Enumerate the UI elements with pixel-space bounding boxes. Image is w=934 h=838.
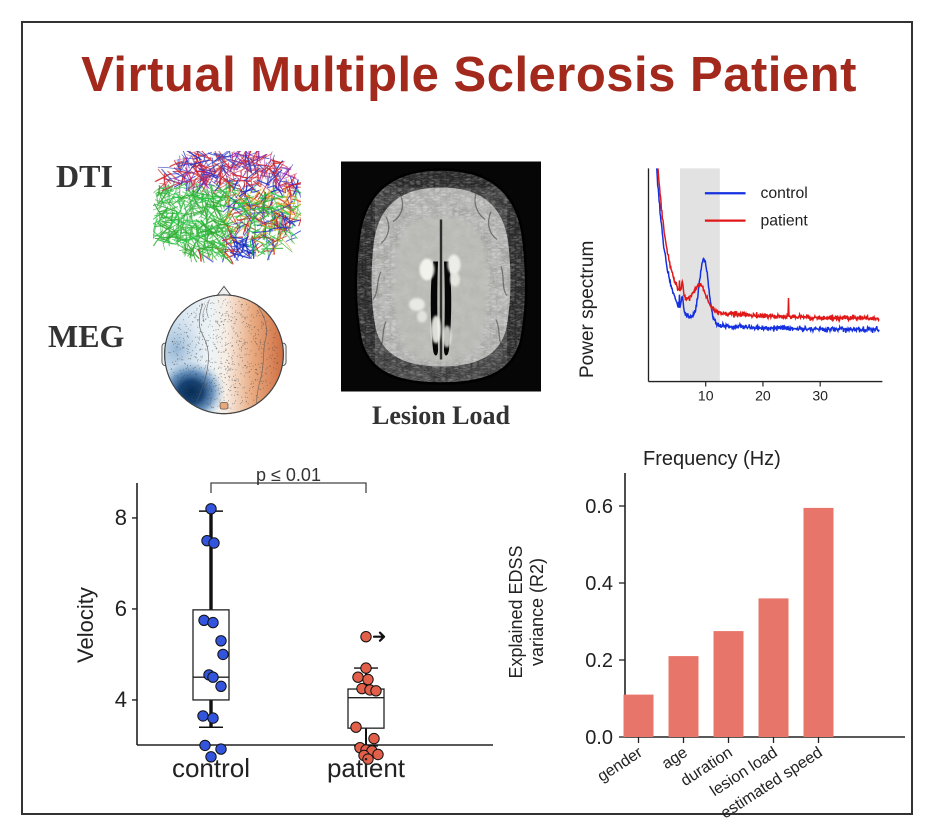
svg-text:0.0: 0.0 xyxy=(585,727,613,749)
svg-text:control: control xyxy=(172,753,250,783)
svg-text:0.6: 0.6 xyxy=(585,496,613,518)
svg-text:4: 4 xyxy=(115,687,127,712)
svg-text:patient: patient xyxy=(760,213,808,230)
svg-text:patient: patient xyxy=(327,753,406,783)
svg-text:age: age xyxy=(659,744,691,773)
svg-text:20: 20 xyxy=(755,388,771,404)
svg-text:10: 10 xyxy=(698,388,714,404)
svg-text:0.4: 0.4 xyxy=(585,573,613,595)
svg-text:30: 30 xyxy=(812,388,828,404)
svg-text:control: control xyxy=(760,185,807,202)
svg-text:p ≤ 0.01: p ≤ 0.01 xyxy=(256,465,321,485)
svg-text:8: 8 xyxy=(115,505,127,530)
svg-text:6: 6 xyxy=(115,596,127,621)
svg-text:0.2: 0.2 xyxy=(585,650,613,672)
svg-text:gender: gender xyxy=(595,744,647,786)
